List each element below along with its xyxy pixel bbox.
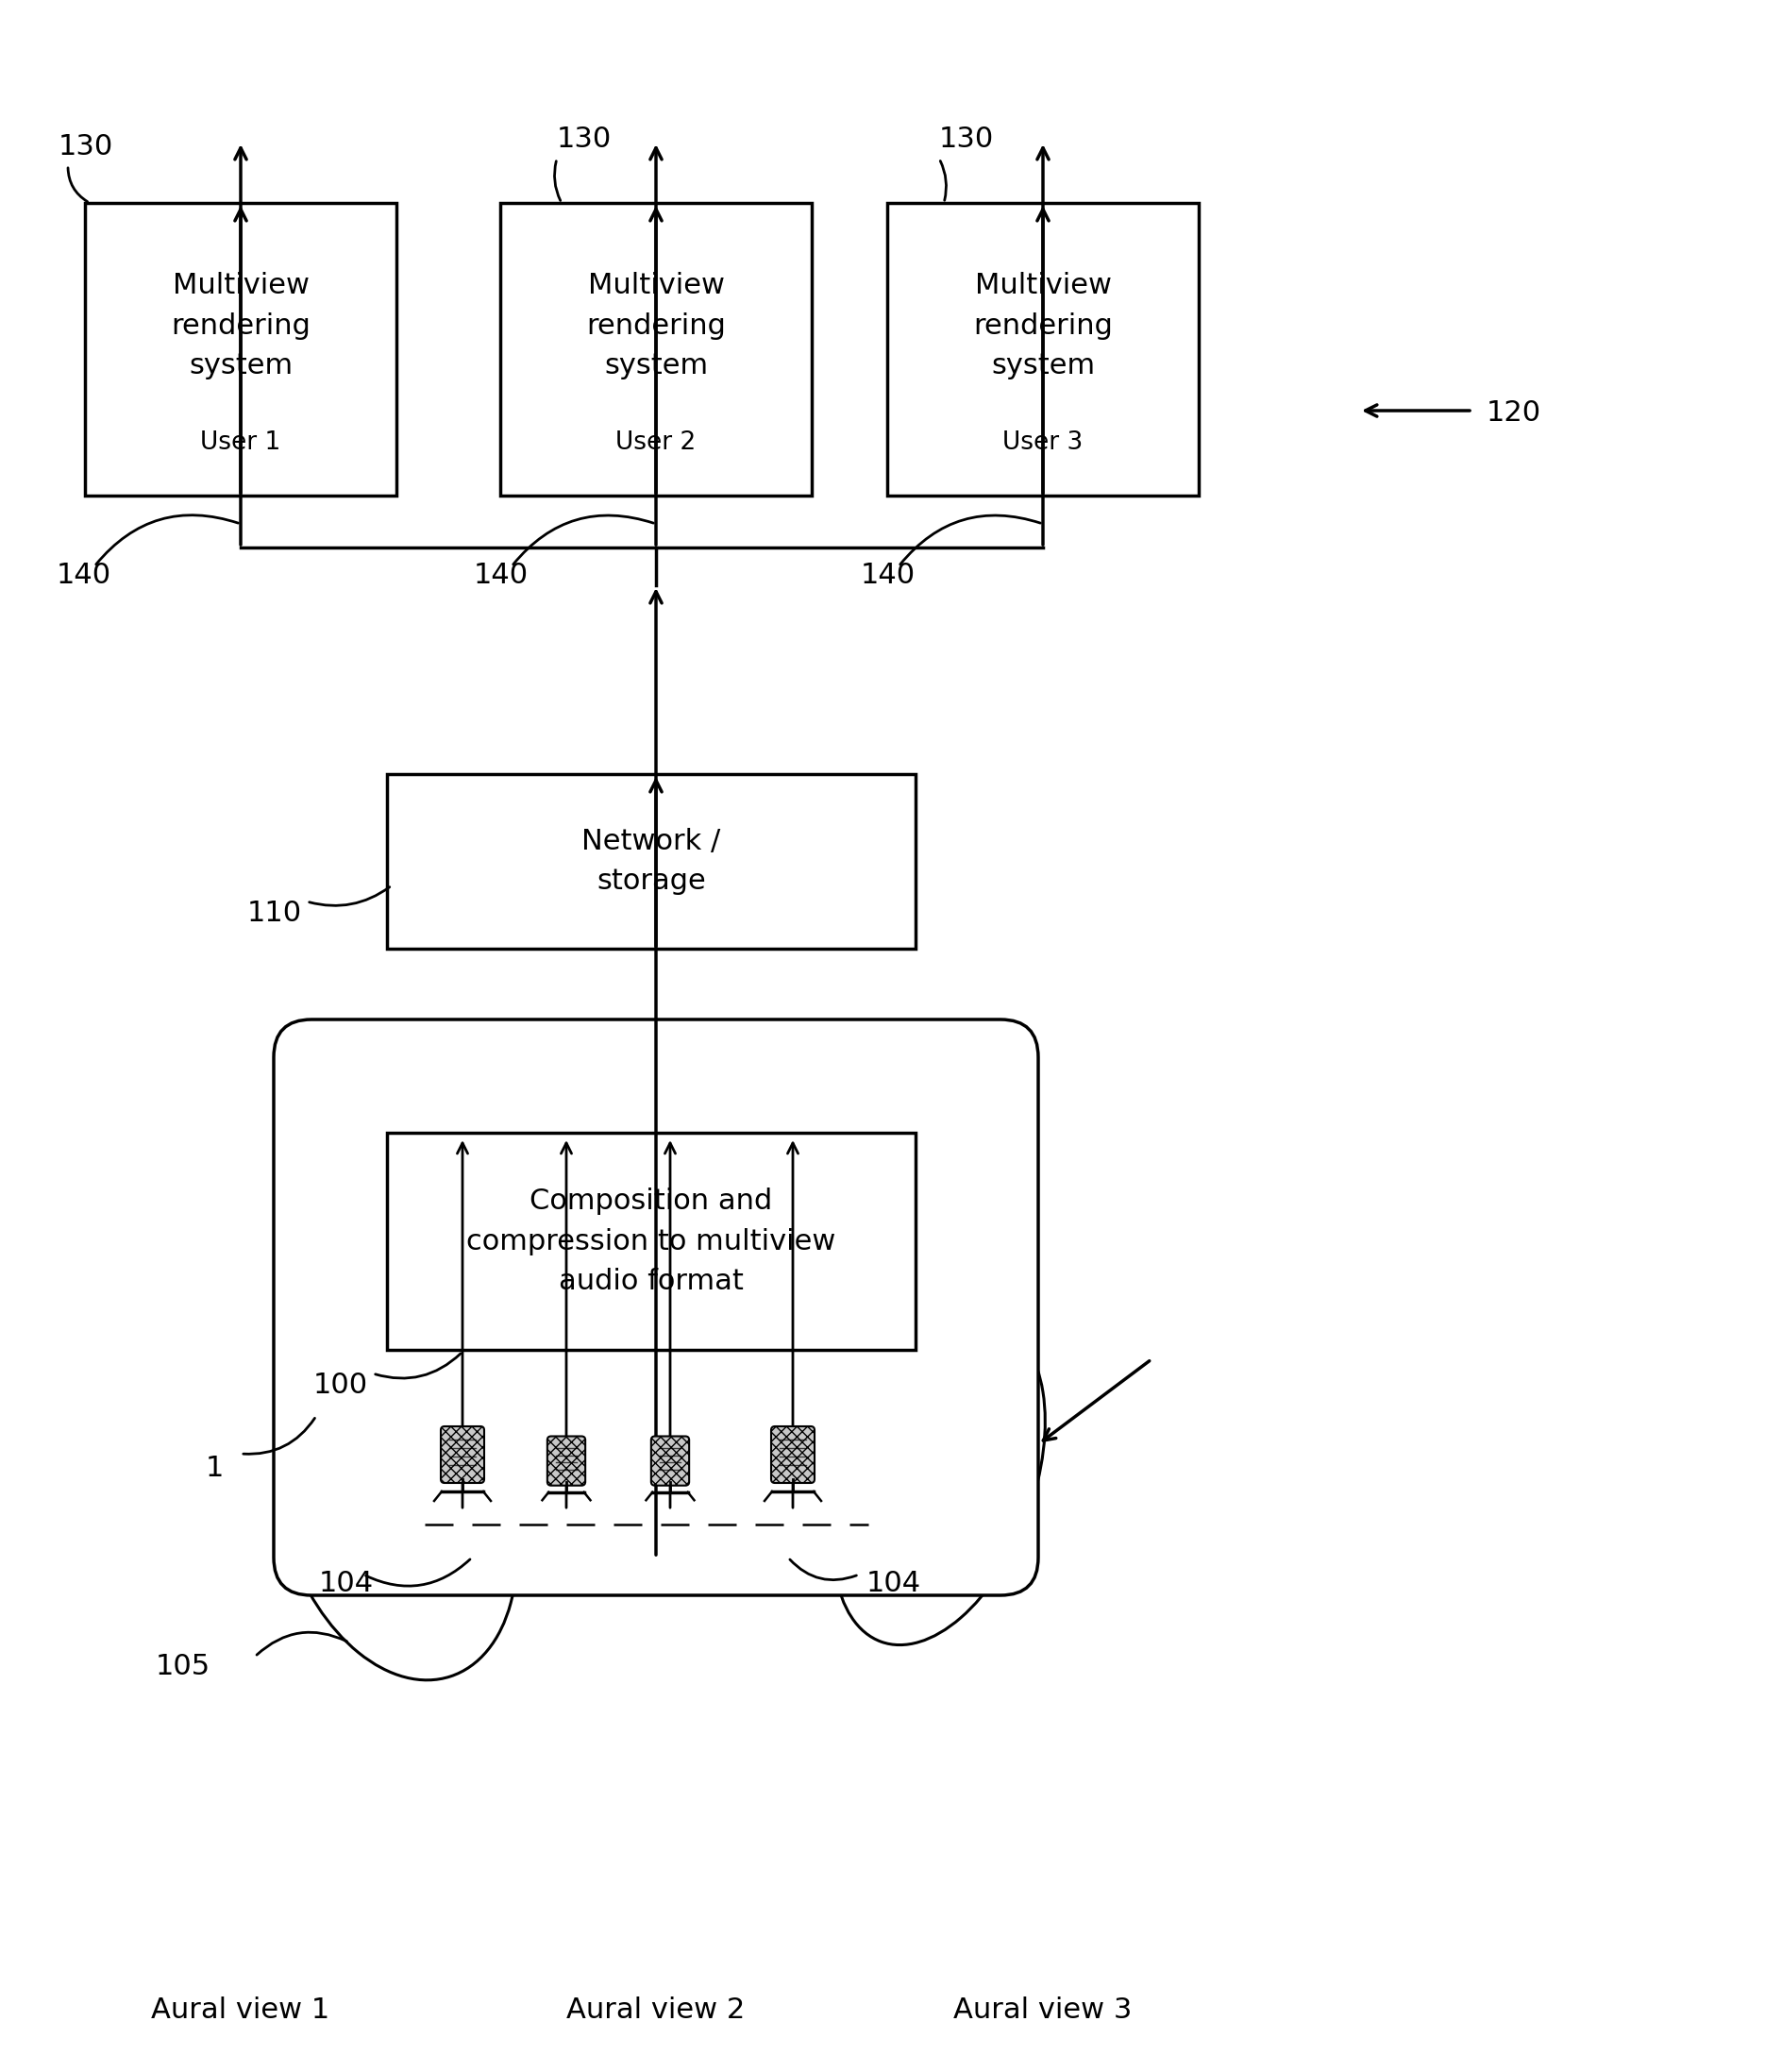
FancyBboxPatch shape xyxy=(387,775,916,949)
Text: Multiview
rendering
system: Multiview rendering system xyxy=(586,271,725,379)
Text: 104: 104 xyxy=(319,1571,374,1598)
FancyBboxPatch shape xyxy=(441,1426,484,1484)
Text: 130: 130 xyxy=(939,126,994,153)
Text: Aural view 1: Aural view 1 xyxy=(152,1997,330,2024)
FancyBboxPatch shape xyxy=(387,1133,916,1349)
Text: User 1: User 1 xyxy=(201,431,281,456)
Text: 130: 130 xyxy=(58,133,113,160)
Text: 140: 140 xyxy=(861,562,916,591)
Text: 120: 120 xyxy=(1486,400,1541,427)
FancyBboxPatch shape xyxy=(274,1019,1038,1595)
Text: Composition and
compression to multiview
audio format: Composition and compression to multiview… xyxy=(466,1187,837,1295)
Text: 110: 110 xyxy=(247,899,302,928)
Text: Multiview
rendering
system: Multiview rendering system xyxy=(171,271,311,379)
Text: User 2: User 2 xyxy=(616,431,695,456)
FancyBboxPatch shape xyxy=(499,203,812,495)
Text: 140: 140 xyxy=(473,562,530,591)
Text: Aural view 3: Aural view 3 xyxy=(953,1997,1133,2024)
Text: 100: 100 xyxy=(314,1372,369,1399)
FancyBboxPatch shape xyxy=(771,1426,814,1484)
Text: 105: 105 xyxy=(155,1651,210,1680)
Text: 140: 140 xyxy=(56,562,111,591)
FancyBboxPatch shape xyxy=(547,1436,586,1486)
FancyBboxPatch shape xyxy=(888,203,1198,495)
Text: 1: 1 xyxy=(207,1455,224,1481)
Text: 130: 130 xyxy=(558,126,612,153)
Text: User 3: User 3 xyxy=(1003,431,1084,456)
Text: Network /
storage: Network / storage xyxy=(582,827,720,895)
Text: Multiview
rendering
system: Multiview rendering system xyxy=(973,271,1112,379)
Text: 104: 104 xyxy=(867,1571,921,1598)
FancyBboxPatch shape xyxy=(651,1436,688,1486)
Text: Aural view 2: Aural view 2 xyxy=(567,1997,745,2024)
FancyBboxPatch shape xyxy=(85,203,397,495)
